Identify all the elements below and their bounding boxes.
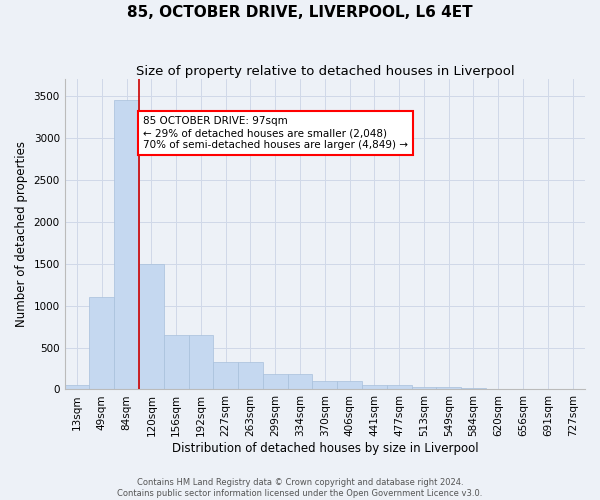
Title: Size of property relative to detached houses in Liverpool: Size of property relative to detached ho… xyxy=(136,65,514,78)
Bar xyxy=(387,385,412,390)
Bar xyxy=(65,386,89,390)
X-axis label: Distribution of detached houses by size in Liverpool: Distribution of detached houses by size … xyxy=(172,442,478,455)
Text: 85, OCTOBER DRIVE, LIVERPOOL, L6 4ET: 85, OCTOBER DRIVE, LIVERPOOL, L6 4ET xyxy=(127,5,473,20)
Bar xyxy=(362,385,387,390)
Bar xyxy=(461,388,486,390)
Bar xyxy=(436,387,461,390)
Bar xyxy=(114,100,139,390)
Bar xyxy=(287,374,313,390)
Bar xyxy=(313,380,337,390)
Text: 85 OCTOBER DRIVE: 97sqm
← 29% of detached houses are smaller (2,048)
70% of semi: 85 OCTOBER DRIVE: 97sqm ← 29% of detache… xyxy=(143,116,408,150)
Bar xyxy=(486,388,511,390)
Bar xyxy=(238,362,263,390)
Bar xyxy=(164,335,188,390)
Y-axis label: Number of detached properties: Number of detached properties xyxy=(15,142,28,328)
Bar xyxy=(139,264,164,390)
Bar xyxy=(263,374,287,390)
Bar xyxy=(188,335,214,390)
Bar xyxy=(412,387,436,390)
Text: Contains HM Land Registry data © Crown copyright and database right 2024.
Contai: Contains HM Land Registry data © Crown c… xyxy=(118,478,482,498)
Bar xyxy=(214,362,238,390)
Bar xyxy=(337,380,362,390)
Bar xyxy=(89,297,114,390)
